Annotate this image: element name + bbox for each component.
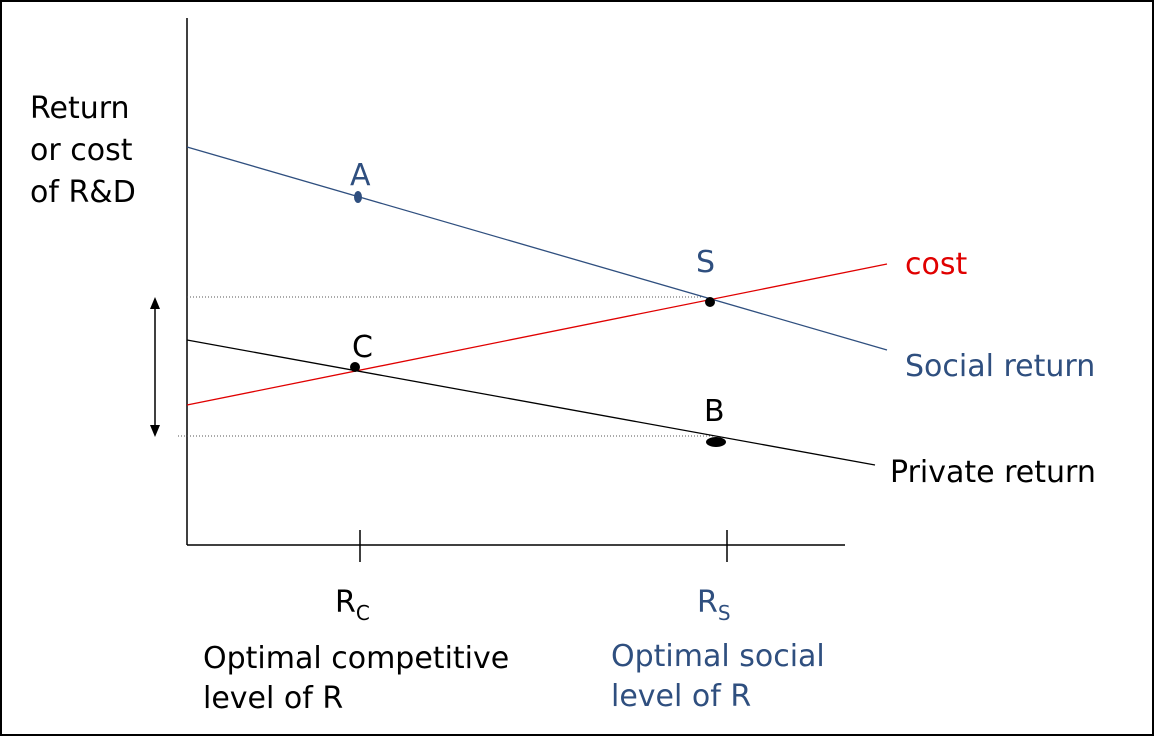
axis-label: Return (30, 91, 130, 126)
x-label-main: R (335, 585, 356, 620)
cost-line (186, 263, 888, 406)
x-label-main: R (697, 585, 718, 620)
axis-label: or cost (30, 133, 133, 168)
point-label: A (350, 158, 371, 193)
caption: level of R (611, 679, 751, 714)
point-c (350, 362, 360, 372)
point-label: B (704, 394, 725, 429)
line-label: Social return (905, 349, 1095, 384)
x-label-sub: S (718, 601, 731, 625)
point-label: C (352, 330, 373, 365)
x-label: RS (697, 585, 731, 625)
caption: Optimal competitive (203, 641, 509, 676)
point-s (705, 297, 715, 307)
point-a (354, 191, 362, 203)
x-label-sub: C (356, 601, 370, 625)
line-label: Private return (890, 455, 1096, 490)
axis-label: of R&D (30, 175, 136, 210)
point-label: S (696, 245, 715, 280)
caption: Optimal social (611, 639, 825, 674)
caption: level of R (203, 681, 343, 716)
social-return-line (186, 146, 888, 351)
arrow-head (150, 297, 160, 309)
arrow-head (150, 425, 160, 437)
private-return-line (186, 339, 876, 466)
point-b (706, 437, 726, 447)
x-label: RC (335, 585, 370, 625)
line-label: cost (905, 247, 967, 282)
